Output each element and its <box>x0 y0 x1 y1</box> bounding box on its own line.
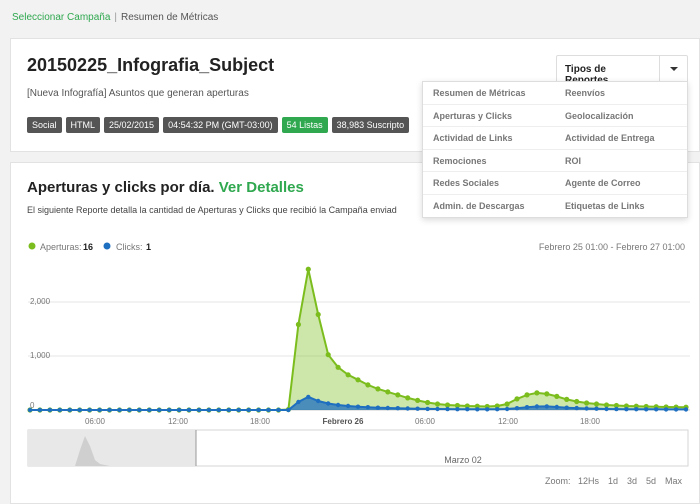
menu-item-geolocalizacion[interactable]: Geolocalización <box>565 110 634 121</box>
menu-item-etiquetas-links[interactable]: Etiquetas de Links <box>565 200 645 211</box>
select-campaign-link[interactable]: Seleccionar Campaña <box>12 12 111 23</box>
badge-lists: 54 Listas <box>281 117 328 133</box>
breadcrumb-separator: | <box>114 12 117 23</box>
menu-item-resumen-metricas[interactable]: Resumen de Métricas <box>433 88 526 98</box>
menu-item-roi[interactable]: ROI <box>565 155 582 166</box>
badge-type: Social <box>27 117 62 133</box>
chart-description: El siguiente Reporte detalla la cantidad… <box>27 205 397 215</box>
chart-title-text: Aperturas y clicks por día. <box>27 179 215 196</box>
chevron-down-icon[interactable] <box>660 56 687 82</box>
campaign-title: 20150225_Infografia_Subject <box>27 55 275 75</box>
report-types-menu: Resumen de Métricas Reenvíos Aperturas y … <box>422 81 688 218</box>
breadcrumb: Seleccionar Campaña | Resumen de Métricas <box>12 12 218 23</box>
campaign-badges: Social HTML 25/02/2015 04:54:32 PM (GMT-… <box>27 117 410 133</box>
report-types-button[interactable]: Tipos de Reportes <box>556 55 688 86</box>
view-details-link[interactable]: Ver Detalles <box>218 179 304 196</box>
menu-item-agente-correo[interactable]: Agente de Correo <box>565 178 641 189</box>
menu-item-redes-sociales[interactable]: Redes Sociales <box>433 178 500 189</box>
badge-time: 04:54:32 PM (GMT-03:00) <box>163 117 278 133</box>
campaign-subtitle: [Nueva Infografía] Asuntos que generan a… <box>27 88 249 99</box>
badge-subscribers: 38,983 Suscripto <box>331 117 410 133</box>
badge-date: 25/02/2015 <box>104 117 160 133</box>
breadcrumb-current: Resumen de Métricas <box>121 12 219 23</box>
report-types-label[interactable]: Tipos de Reportes <box>557 56 661 86</box>
chart-section-title: Aperturas y clicks por día. Ver Detalles <box>27 179 304 196</box>
menu-item-actividad-links[interactable]: Actividad de Links <box>433 133 513 144</box>
menu-item-admin-descargas[interactable]: Admin. de Descargas <box>433 200 525 211</box>
badge-format: HTML <box>65 117 101 133</box>
menu-item-remociones[interactable]: Remociones <box>433 155 487 166</box>
menu-item-reenvios[interactable]: Reenvíos <box>565 88 606 98</box>
menu-item-aperturas-clicks[interactable]: Aperturas y Clicks <box>433 110 513 121</box>
menu-item-actividad-entrega[interactable]: Actividad de Entrega <box>565 133 655 144</box>
